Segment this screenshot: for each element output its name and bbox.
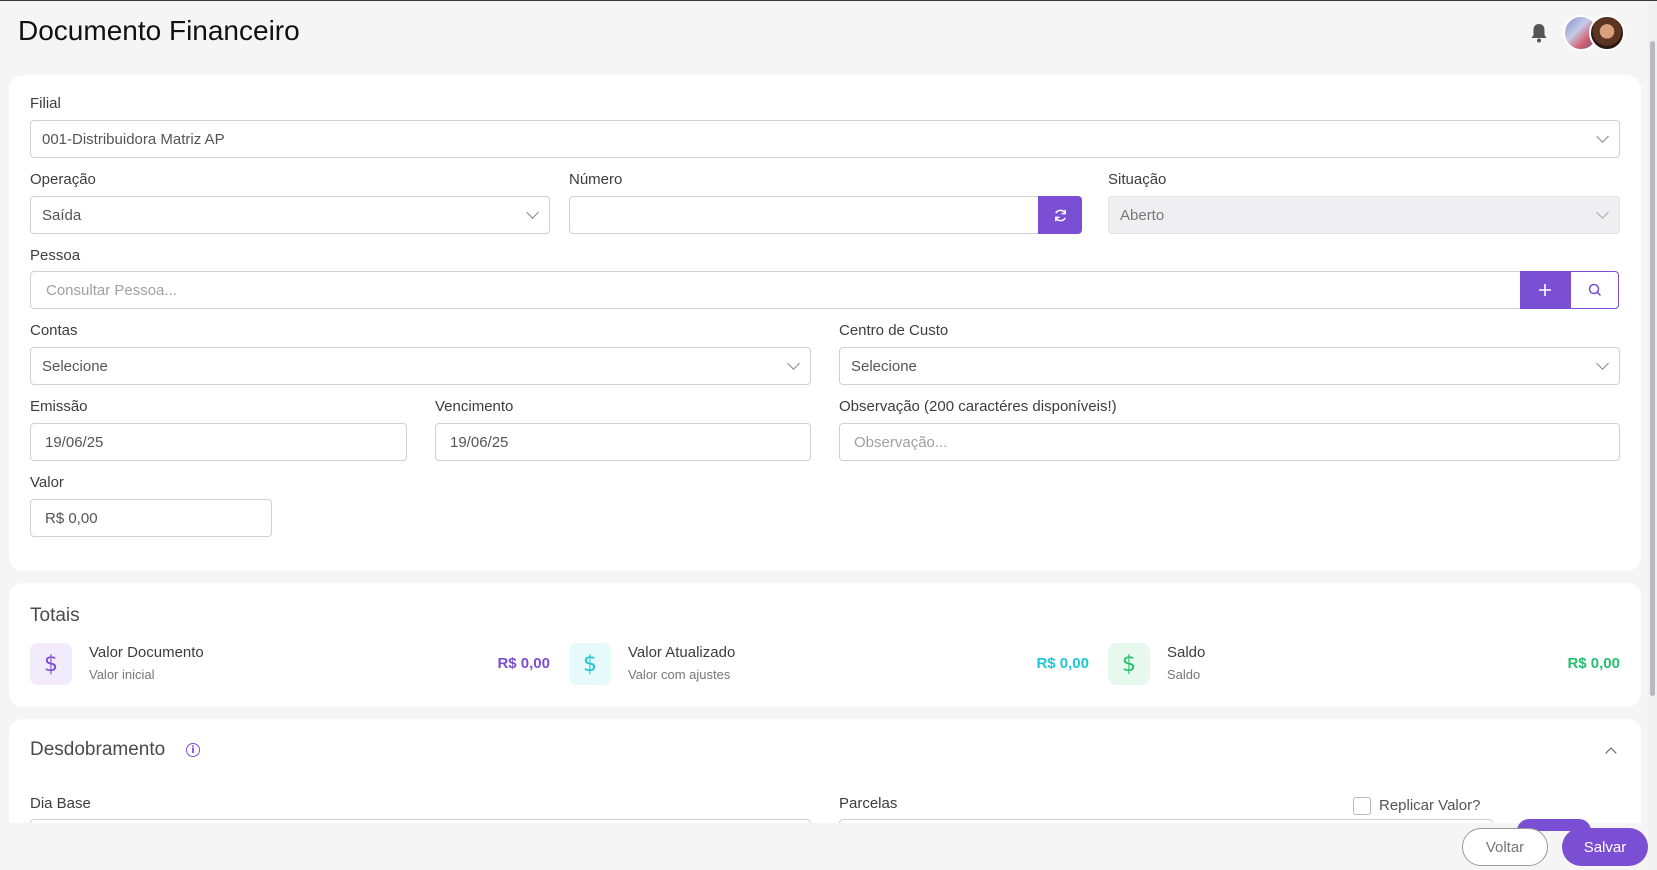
observacao-placeholder: Observação... xyxy=(854,433,948,451)
avatar-group[interactable] xyxy=(1563,15,1625,51)
vencimento-value: 19/06/25 xyxy=(450,433,509,451)
valor-documento-value: R$ 0,00 xyxy=(497,655,550,672)
replicar-valor-label: Replicar Valor? xyxy=(1379,797,1481,814)
chevron-down-icon xyxy=(526,206,539,219)
form-card: Filial 001-Distribuidora Matriz AP Opera… xyxy=(9,75,1641,571)
centro-custo-label: Centro de Custo xyxy=(839,322,949,339)
dollar-icon: $ xyxy=(1108,643,1150,685)
page-title: Documento Financeiro xyxy=(18,15,300,46)
operacao-label: Operação xyxy=(30,171,96,188)
chevron-down-icon xyxy=(1596,130,1609,143)
saldo-name: Saldo xyxy=(1167,644,1206,661)
valor-atualizado-name: Valor Atualizado xyxy=(628,644,736,661)
observacao-label: Observação (200 caractéres disponíveis!) xyxy=(839,398,1117,415)
valor-atualizado-sub: Valor com ajustes xyxy=(628,667,731,682)
emissao-input[interactable]: 19/06/25 xyxy=(30,423,407,461)
contas-label: Contas xyxy=(30,322,78,339)
pessoa-input[interactable]: Consultar Pessoa... xyxy=(30,271,1522,309)
chevron-down-icon xyxy=(1596,206,1609,219)
filial-select[interactable]: 001-Distribuidora Matriz AP xyxy=(30,120,1620,158)
voltar-button[interactable]: Voltar xyxy=(1462,828,1548,866)
dia-base-label: Dia Base xyxy=(30,795,91,812)
dollar-icon: $ xyxy=(30,643,72,685)
valor-value: R$ 0,00 xyxy=(45,509,98,527)
filial-value: 001-Distribuidora Matriz AP xyxy=(42,130,225,148)
dollar-icon: $ xyxy=(569,643,611,685)
situacao-value: Aberto xyxy=(1120,206,1165,224)
chevron-up-icon[interactable] xyxy=(1605,747,1617,759)
totais-card: Totais $ Valor Documento Valor inicial R… xyxy=(9,583,1641,707)
pessoa-label: Pessoa xyxy=(30,247,81,264)
parcelas-label: Parcelas xyxy=(839,795,898,812)
filial-label: Filial xyxy=(30,95,61,112)
bell-icon[interactable] xyxy=(1530,23,1548,43)
info-icon[interactable]: i xyxy=(186,743,200,757)
plus-icon xyxy=(1539,284,1551,296)
top-bar: Documento Financeiro xyxy=(0,1,1657,67)
operacao-value: Saída xyxy=(42,206,82,224)
centro-custo-value: Selecione xyxy=(851,357,917,375)
chevron-down-icon xyxy=(787,357,800,370)
refresh-icon xyxy=(1054,209,1066,221)
situacao-select: Aberto xyxy=(1108,196,1620,234)
desdobrar-button[interactable] xyxy=(1517,819,1591,831)
contas-value: Selecione xyxy=(42,357,108,375)
emissao-label: Emissão xyxy=(30,398,88,415)
numero-input[interactable] xyxy=(569,196,1039,234)
desdobramento-title[interactable]: Desdobramento xyxy=(30,739,166,760)
operacao-select[interactable]: Saída xyxy=(30,196,550,234)
valor-atualizado-value: R$ 0,00 xyxy=(1036,655,1089,672)
replicar-valor-checkbox[interactable] xyxy=(1353,797,1371,815)
emissao-value: 19/06/25 xyxy=(45,433,104,451)
observacao-input[interactable]: Observação... xyxy=(839,423,1620,461)
salvar-button[interactable]: Salvar xyxy=(1562,828,1648,866)
vencimento-input[interactable]: 19/06/25 xyxy=(435,423,811,461)
scrollbar-thumb[interactable] xyxy=(1650,41,1655,696)
valor-input[interactable]: R$ 0,00 xyxy=(30,499,272,537)
valor-documento-name: Valor Documento xyxy=(89,644,204,661)
situacao-label: Situação xyxy=(1108,171,1167,188)
refresh-number-button[interactable] xyxy=(1038,196,1082,234)
search-pessoa-button[interactable] xyxy=(1570,271,1619,309)
saldo-sub: Saldo xyxy=(1167,667,1201,682)
saldo-value: R$ 0,00 xyxy=(1567,655,1620,672)
totais-title: Totais xyxy=(30,605,80,626)
vencimento-label: Vencimento xyxy=(435,398,514,415)
footer-bar xyxy=(0,823,1648,870)
user-avatar[interactable] xyxy=(1589,15,1625,51)
numero-label: Número xyxy=(569,171,623,188)
valor-label: Valor xyxy=(30,474,64,491)
chevron-down-icon xyxy=(1596,357,1609,370)
add-pessoa-button[interactable] xyxy=(1520,271,1570,309)
contas-select[interactable]: Selecione xyxy=(30,347,811,385)
centro-custo-select[interactable]: Selecione xyxy=(839,347,1620,385)
pessoa-placeholder: Consultar Pessoa... xyxy=(46,281,177,299)
search-icon xyxy=(1588,283,1601,297)
valor-documento-sub: Valor inicial xyxy=(89,667,155,682)
